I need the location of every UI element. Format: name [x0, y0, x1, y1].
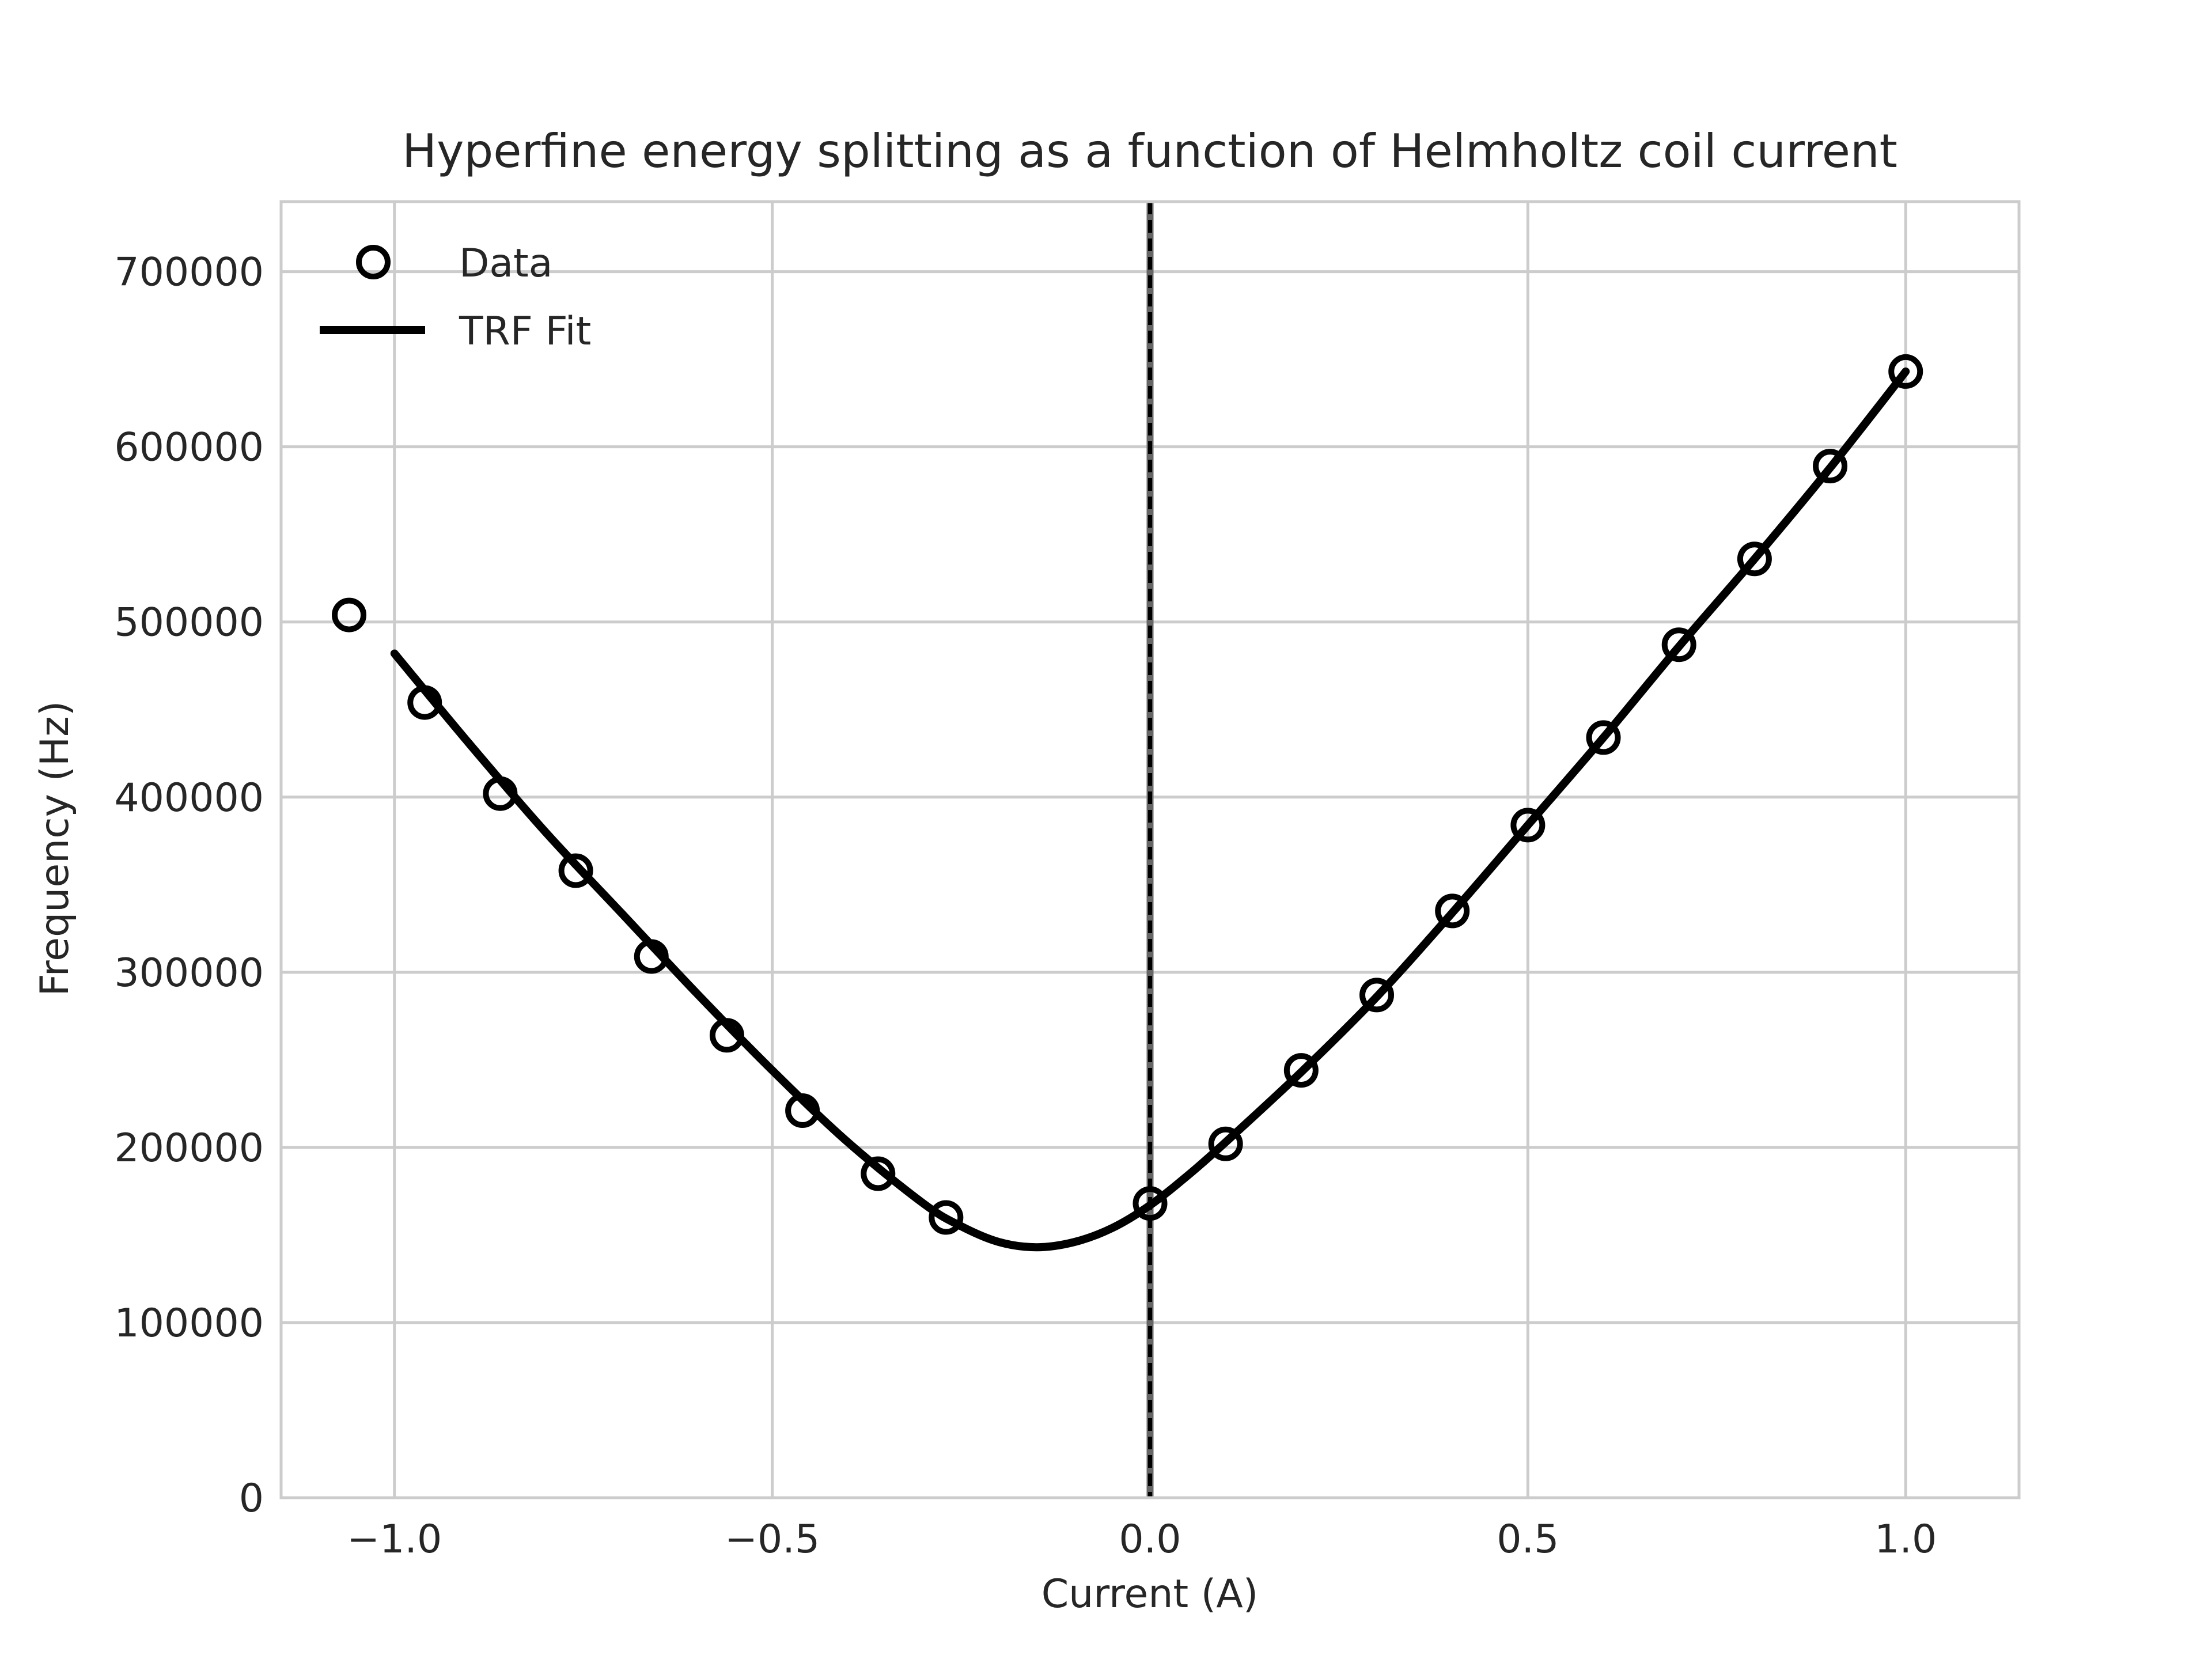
y-tick-label: 0: [239, 1476, 264, 1521]
x-tick-label: 0.5: [1497, 1517, 1559, 1562]
data-point: [785, 1093, 820, 1128]
data-points-layer: [332, 354, 1923, 1235]
data-point: [1586, 720, 1621, 755]
plot-frame: [279, 200, 2021, 1499]
data-point: [1510, 808, 1546, 843]
data-point: [1888, 354, 1923, 389]
data-point: [929, 1200, 964, 1235]
y-tick-label: 200000: [114, 1126, 264, 1171]
data-point: [332, 597, 367, 632]
legend-marker-data: [356, 245, 391, 279]
data-point: [1661, 627, 1696, 662]
chart-title: Hyperfine energy splitting as a function…: [402, 124, 1897, 178]
data-point: [558, 853, 593, 888]
y-tick-label: 500000: [114, 600, 264, 646]
data-point: [407, 685, 442, 720]
data-point: [634, 939, 669, 974]
data-point: [1132, 1186, 1168, 1221]
data-point: [1283, 1053, 1319, 1088]
data-point: [483, 776, 518, 811]
y-axis-label: Frequency (Hz): [32, 701, 78, 997]
x-tick-label: 1.0: [1874, 1517, 1937, 1562]
x-axis-label: Current (A): [1041, 1571, 1259, 1617]
y-tick-label: 100000: [114, 1301, 264, 1346]
legend-label-data: Data: [459, 241, 552, 286]
data-point: [1208, 1126, 1243, 1161]
legend-label-fit: TRF Fit: [459, 309, 591, 354]
data-point: [1435, 893, 1470, 929]
y-tick-label: 600000: [114, 425, 264, 471]
data-point: [861, 1156, 896, 1191]
data-point: [1359, 978, 1395, 1013]
data-point: [709, 1018, 744, 1053]
data-point: [1813, 449, 1848, 484]
y-tick-label: 400000: [114, 775, 264, 821]
data-point: [1737, 541, 1772, 577]
x-tick-label: −1.0: [347, 1517, 442, 1562]
legend: Data TRF Fit: [320, 241, 591, 354]
x-tick-label: −0.5: [725, 1517, 820, 1562]
tick-labels-layer: −1.0 −0.5 0.0 0.5 1.0 0 100000 200000 300000 4000…: [114, 250, 1937, 1562]
y-tick-label: 300000: [114, 950, 264, 996]
x-tick-label: 0.0: [1119, 1517, 1181, 1562]
y-tick-label: 700000: [114, 250, 264, 296]
